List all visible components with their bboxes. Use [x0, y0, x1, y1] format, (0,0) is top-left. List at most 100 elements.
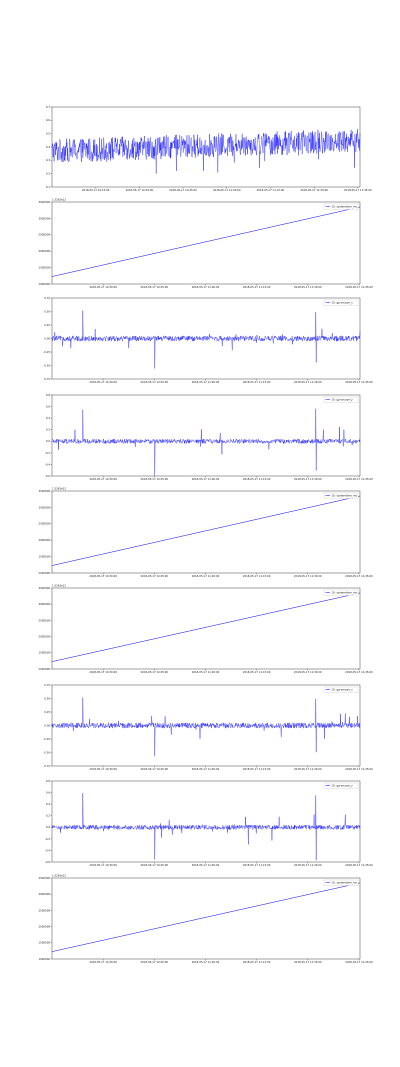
legend-box: [323, 203, 359, 210]
x-tick-label: 2018-05-17 11:15:00: [243, 670, 271, 674]
x-tick-label: 2018-05-17 11:00:00: [192, 285, 220, 289]
y-tick-label: -0.75: [43, 377, 50, 381]
x-tick-label: 2018-05-17 11:45:00: [345, 863, 373, 867]
y-tick-label: 1000000: [38, 957, 50, 961]
x-tick-label: 2018-05-17 11:45:00: [345, 285, 373, 289]
series-line: [51, 495, 361, 566]
x-tick-label: 2018-05-17 11:45:00: [344, 188, 372, 192]
x-tick-label: 2018-05-17 11:00:00: [192, 863, 220, 867]
x-tick-label: 2018-05-17 10:30:00: [89, 285, 117, 289]
y-tick-label: 1500000: [38, 555, 50, 559]
series-line: [51, 592, 361, 662]
legend-label: 10: gyroscope_x: [332, 688, 354, 692]
y-tick-label: 3500000: [38, 876, 50, 880]
plot-frame: [51, 587, 361, 670]
chart-4: -0.6 -0.4 -0.2 0.0 0.2 0.4 0.6 0.8 2018-05-17 10…: [45, 393, 373, 481]
y-tick-label: 0.75: [44, 296, 50, 300]
chart-3: -0.75 -0.50 -0.25 0.00 0.25 0.50 0.75 2018-05-1…: [43, 296, 373, 384]
x-tick-label: 2018-05-17 11:15:00: [243, 767, 271, 771]
y-tick-label: 0.7: [46, 105, 50, 109]
y-tick-label: 0.25: [44, 710, 50, 714]
x-tick-label: 2018-05-17 11:00:00: [192, 670, 220, 674]
legend-box: [323, 299, 359, 306]
axis-offset-label: 1.5263e12: [52, 584, 66, 588]
x-tick-label: 2018-05-17 11:30:00: [294, 863, 322, 867]
x-tick-label: 2018-05-17 11:30:00: [300, 188, 328, 192]
legend-label: 10: gyroscope_x: [332, 301, 354, 305]
y-tick-label: 0.2: [46, 428, 50, 432]
legend-box: [323, 686, 359, 693]
x-tick-label: 2018-05-17 10:45:00: [169, 188, 197, 192]
x-tick-label: 2018-05-17 10:45:00: [141, 285, 169, 289]
legend-label: 10: systemtime_ms: [332, 591, 358, 595]
y-tick-label: -0.25: [43, 737, 50, 741]
y-tick-label: 1000000: [38, 282, 50, 286]
x-tick-label: 2018-05-17 11:30:00: [294, 285, 322, 289]
chart-1: 0.1 0.2 0.3 0.4 0.5 0.6 0.7 2018-05-17 10:15:00…: [46, 105, 372, 192]
y-tick-label: 2500000: [38, 618, 50, 622]
series-line: [51, 128, 361, 174]
x-tick-label: 2018-05-17 11:30:00: [294, 767, 322, 771]
y-tick-label: 0.00: [44, 723, 50, 727]
x-tick-label: 2018-05-17 11:00:00: [192, 960, 220, 964]
axis-offset-label: 1.5263e12: [52, 874, 66, 878]
y-tick-label: 1500000: [38, 941, 50, 945]
chart-9: 1000000 1500000 2000000 2500000 3000000 35000…: [38, 874, 373, 965]
legend-label: 10: systemtime_ms: [332, 881, 358, 885]
y-tick-label: 1500000: [38, 266, 50, 270]
y-tick-label: -0.6: [45, 474, 50, 478]
y-tick-label: 0.5: [46, 132, 50, 136]
y-tick-label: -0.75: [43, 764, 50, 768]
y-tick-label: 2000000: [38, 925, 50, 929]
x-tick-label: 2018-05-17 11:00:00: [213, 188, 241, 192]
chart-7: -0.75 -0.50 -0.25 0.00 0.25 0.50 0.75 2018-05-1…: [43, 683, 373, 771]
y-tick-label: -0.50: [43, 363, 50, 367]
chart-5: 1000000 1500000 2000000 2500000 3000000 35000…: [38, 487, 373, 579]
y-tick-label: 0.6: [46, 404, 50, 408]
legend-box: [323, 782, 359, 789]
x-tick-label: 2018-05-17 11:15:00: [243, 477, 271, 481]
plot-frame: [51, 201, 361, 285]
y-tick-label: 3000000: [38, 505, 50, 509]
x-tick-label: 2018-05-17 11:45:00: [345, 574, 373, 578]
chart-8: -0.6 -0.4 -0.2 0.0 0.2 0.4 0.6 0.8 2018-05-17 10…: [45, 779, 373, 867]
y-tick-label: 0.6: [46, 790, 50, 794]
x-tick-label: 2018-05-17 11:00:00: [192, 767, 220, 771]
y-tick-label: 0.3: [46, 158, 50, 162]
y-tick-label: 0.4: [46, 145, 50, 149]
series-line: [51, 882, 361, 952]
y-tick-label: 0.00: [44, 336, 50, 340]
axis-offset-label: 1.5263e12: [52, 487, 66, 491]
x-tick-label: 2018-05-17 10:15:00: [82, 188, 110, 192]
y-tick-label: -0.2: [45, 451, 50, 455]
y-tick-label: 3000000: [38, 216, 50, 220]
chart-6: 1000000 1500000 2000000 2500000 3000000 35000…: [38, 584, 373, 675]
x-tick-label: 2018-05-17 10:30:00: [89, 477, 117, 481]
y-tick-label: -0.25: [43, 350, 50, 354]
x-tick-label: 2018-05-17 10:45:00: [141, 863, 169, 867]
x-tick-label: 2018-05-17 11:30:00: [294, 960, 322, 964]
y-tick-label: 0.0: [46, 825, 50, 829]
x-tick-label: 2018-05-17 11:45:00: [345, 767, 373, 771]
y-tick-label: 0.75: [44, 683, 50, 687]
x-tick-label: 2018-05-17 11:30:00: [294, 477, 322, 481]
x-tick-label: 2018-05-17 10:30:00: [89, 380, 117, 384]
y-tick-label: 0.4: [46, 416, 50, 420]
y-tick-label: 3000000: [38, 602, 50, 606]
series-line: [51, 408, 361, 476]
x-tick-label: 2018-05-17 11:00:00: [192, 380, 220, 384]
x-tick-label: 2018-05-17 10:45:00: [141, 477, 169, 481]
legend-box: [323, 589, 359, 596]
y-tick-label: 0.25: [44, 323, 50, 327]
legend-label: 10: gyroscope_y: [332, 784, 354, 788]
x-tick-label: 2018-05-17 11:45:00: [345, 670, 373, 674]
x-tick-label: 2018-05-17 10:45:00: [141, 767, 169, 771]
y-tick-label: 0.1: [46, 185, 50, 189]
y-tick-label: 1000000: [38, 571, 50, 575]
x-tick-label: 2018-05-17 11:15:00: [243, 285, 271, 289]
y-tick-label: 2500000: [38, 522, 50, 526]
chart-2: 1000000 1500000 2000000 2500000 3000000 35000…: [38, 198, 373, 290]
series-line: [51, 206, 361, 277]
y-tick-label: -0.4: [45, 462, 50, 466]
